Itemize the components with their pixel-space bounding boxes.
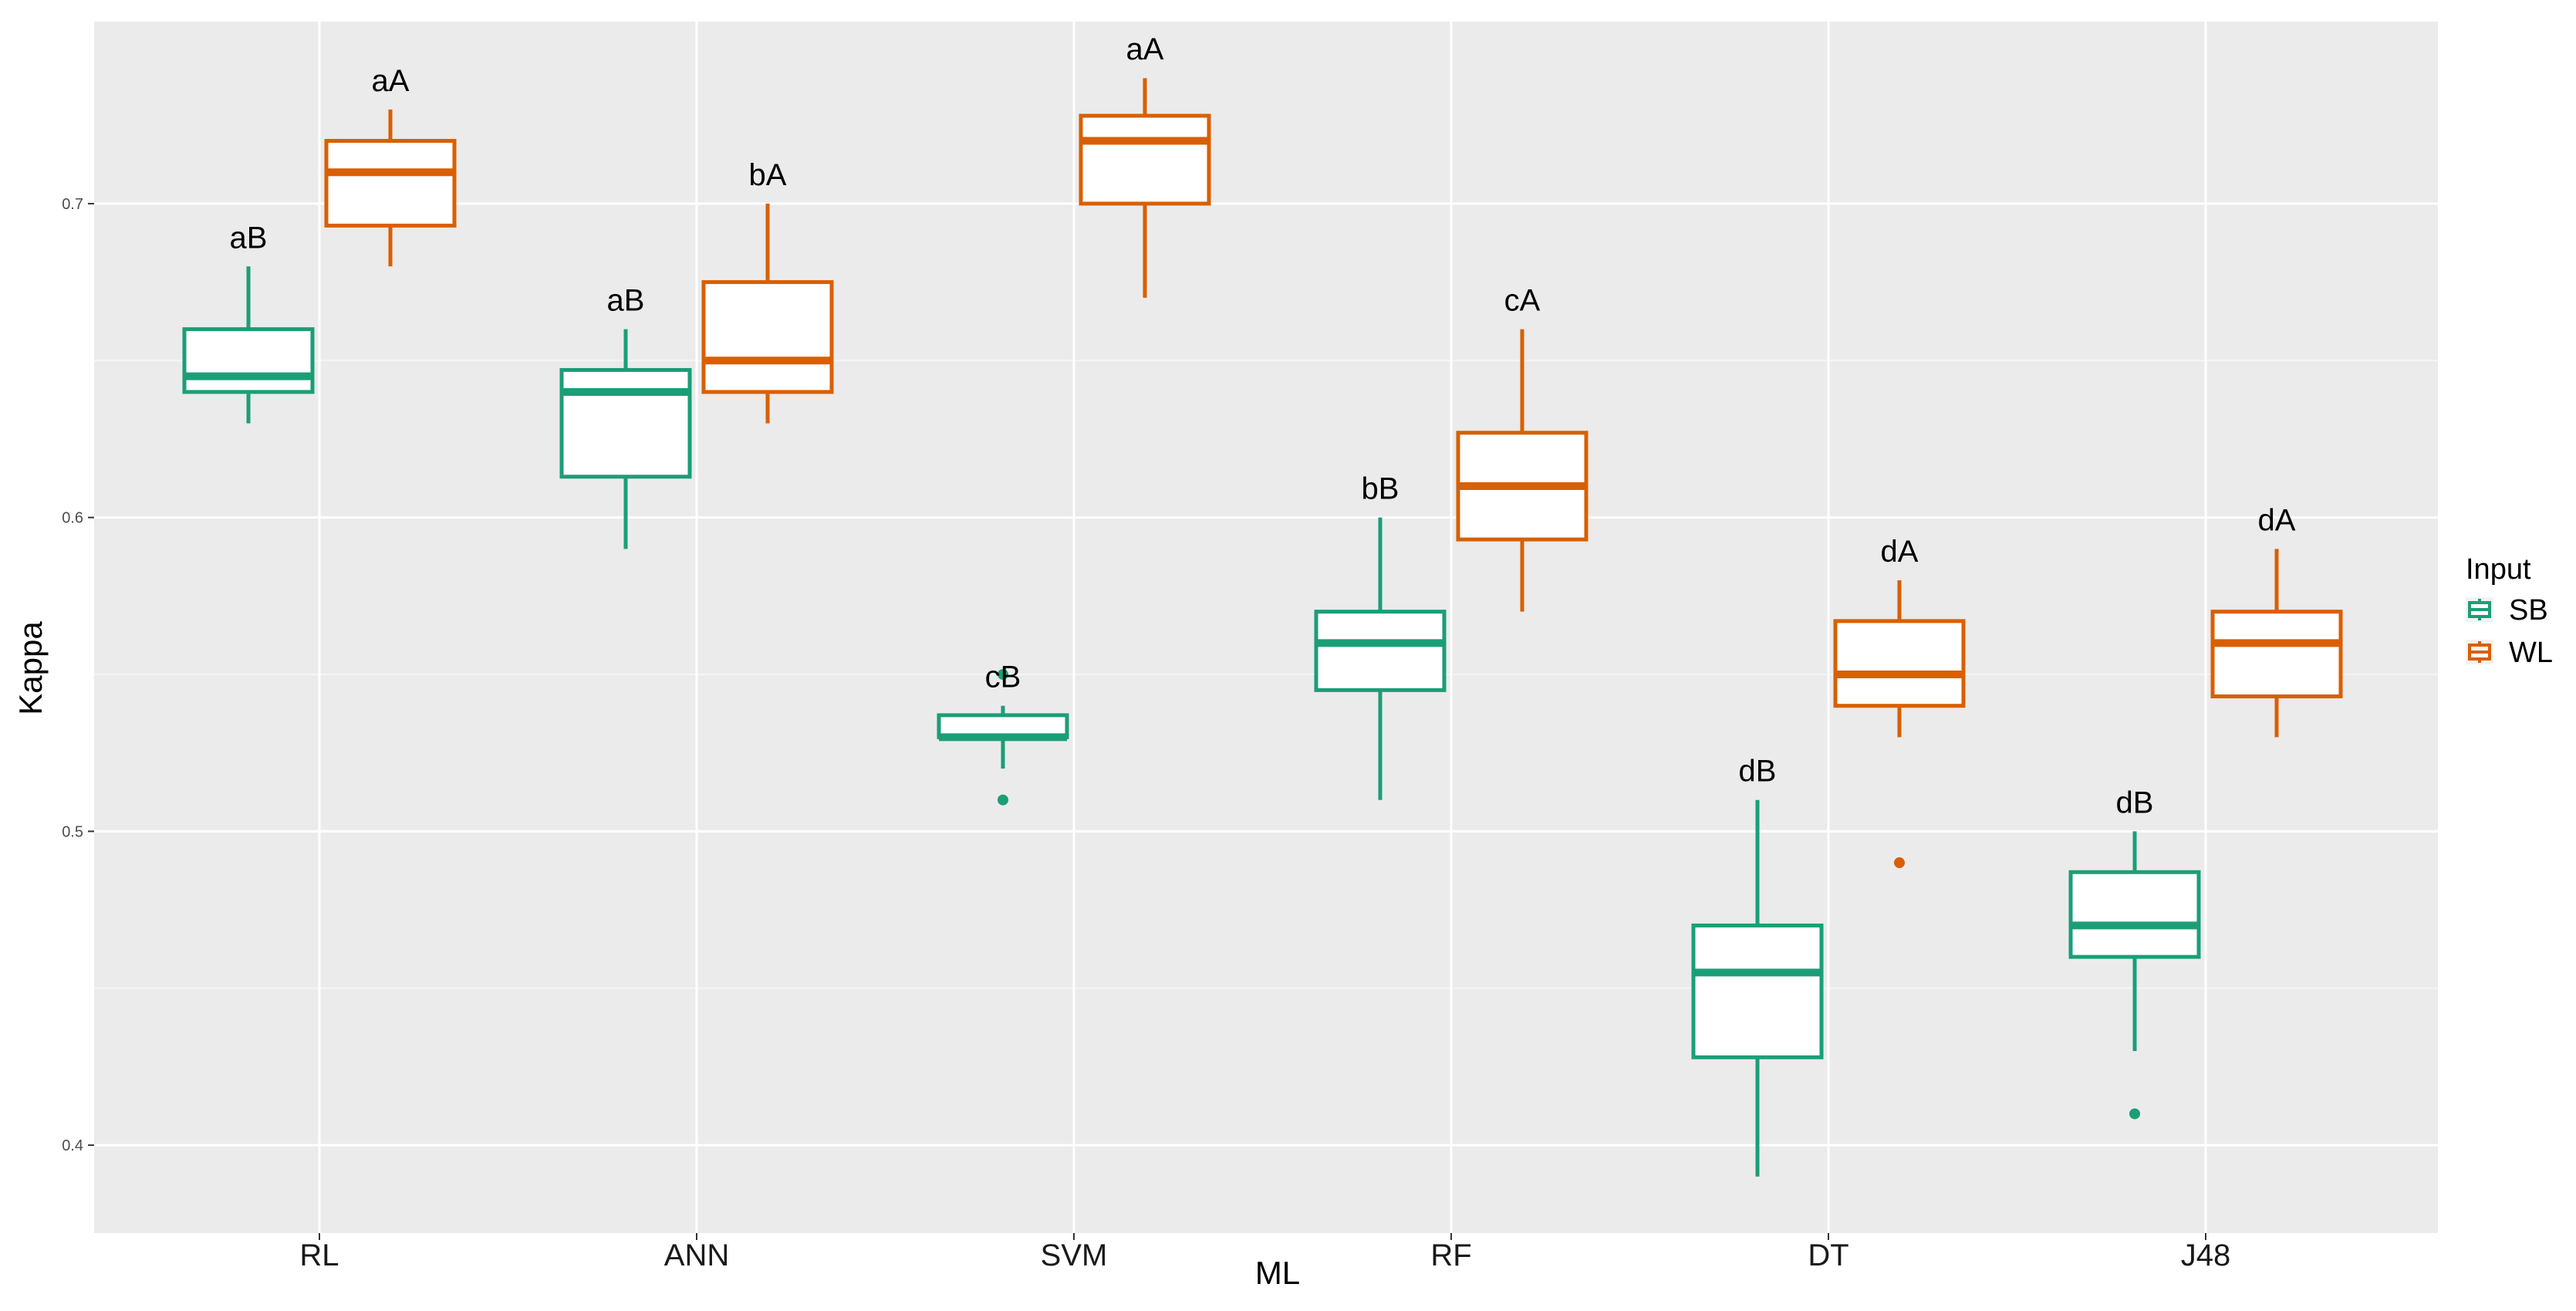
box-sb-rf [1314, 517, 1447, 800]
y-axis-ticks: 0.4 0.5 0.6 0.7 [62, 196, 94, 1154]
plot-panel [94, 22, 2438, 1233]
box-body [1079, 113, 1211, 206]
box-wl-dt [1833, 579, 1966, 869]
box-wl-rl [324, 109, 457, 267]
box-body [559, 367, 692, 479]
x-tick-label: DT [1808, 1238, 1848, 1272]
significance-letter: bA [749, 158, 787, 192]
significance-letter: aB [607, 284, 645, 318]
significance-letter: dA [2258, 503, 2296, 537]
significance-letters: aB aB cB bB dB dB aA bA aA cA dA dA [230, 32, 2296, 819]
box-body [324, 139, 457, 228]
outlier-point [2129, 1108, 2140, 1120]
significance-letter: aA [372, 64, 410, 98]
legend-items: SB WL [2466, 594, 2553, 669]
significance-letter: cB [985, 661, 1021, 694]
significance-letter: cA [1504, 284, 1541, 318]
x-tick-label: J48 [2181, 1238, 2231, 1272]
box-body [2210, 610, 2343, 698]
x-axis-ticks: RL ANN SVM RF DT J48 [299, 1233, 2230, 1272]
x-axis-title: ML [1255, 1255, 1300, 1291]
box-sb-rl [182, 266, 315, 424]
major-gridlines [94, 22, 2438, 1233]
y-tick-label: 0.5 [62, 823, 83, 840]
significance-letter: bB [1362, 472, 1399, 506]
box-sb-dt [1691, 799, 1824, 1177]
legend-item-sb: SB [2466, 594, 2548, 627]
outlier-point [1894, 857, 1905, 869]
box-wl-ann [701, 203, 834, 424]
y-axis-title: Kappa [12, 621, 49, 715]
outlier-point [998, 669, 1008, 681]
box-body [701, 280, 834, 394]
y-tick-label: 0.7 [62, 196, 83, 213]
x-tick-label: RF [1430, 1238, 1471, 1272]
box-body [182, 327, 315, 394]
x-tick-label: SVM [1041, 1238, 1108, 1272]
box-body [1691, 923, 1824, 1059]
box-body [1833, 619, 1966, 708]
legend-label: SB [2509, 594, 2548, 627]
minor-gridlines [94, 360, 2438, 989]
outlier-point [998, 794, 1008, 806]
legend-title: Input [2466, 553, 2531, 586]
box-sb-svm [937, 669, 1069, 806]
x-tick-label: RL [299, 1238, 339, 1272]
box-wl-j48 [2210, 549, 2343, 738]
significance-letter: aA [1126, 32, 1164, 66]
significance-letter: aB [230, 221, 268, 255]
box-sb-j48 [2068, 831, 2201, 1120]
box-wl-svm [1079, 78, 1211, 298]
significance-letter: dB [1739, 755, 1777, 789]
y-tick-label: 0.4 [62, 1137, 83, 1154]
legend-label: WL [2509, 637, 2553, 669]
box-sb-ann [559, 329, 692, 549]
box-body [1314, 610, 1447, 692]
significance-letter: dB [2116, 786, 2154, 819]
box-wl-rf [1456, 329, 1588, 612]
legend-item-wl: WL [2466, 637, 2553, 669]
box-body [2068, 870, 2201, 959]
box-layer [182, 78, 2343, 1177]
y-tick-label: 0.6 [62, 510, 83, 527]
significance-letter: dA [1881, 535, 1919, 569]
x-tick-label: ANN [664, 1238, 729, 1272]
legend: Input SB WL [2466, 553, 2553, 669]
